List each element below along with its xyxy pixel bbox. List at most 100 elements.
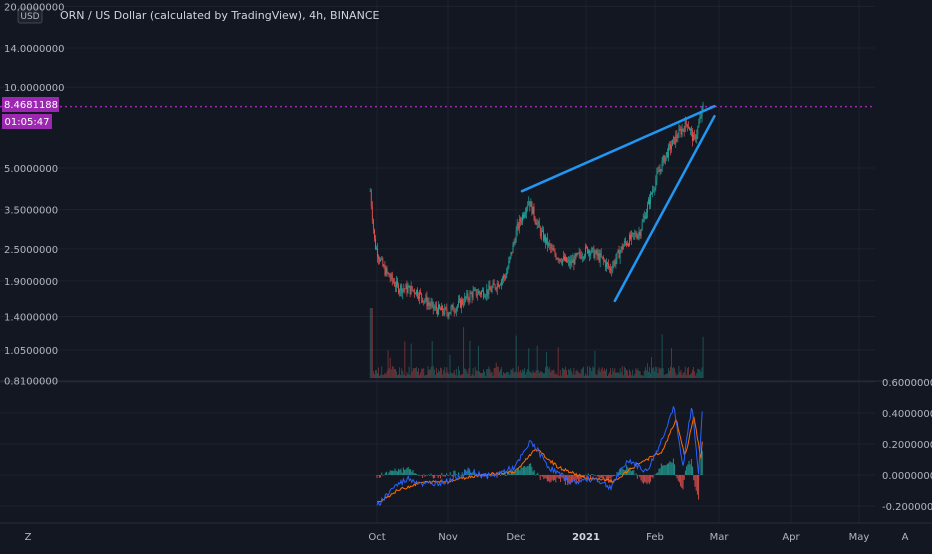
oscillator-bar [578, 475, 580, 482]
candle-body [485, 295, 487, 297]
candle-body [486, 289, 488, 296]
candle-body [472, 291, 474, 298]
oscillator-bar [662, 465, 664, 475]
candle-body [382, 258, 384, 266]
candle-body [398, 284, 399, 293]
volume-bar [429, 369, 431, 378]
volume-bar [418, 368, 419, 378]
candle-body [556, 258, 558, 260]
candle-body [386, 268, 388, 273]
oscillator-bar [638, 475, 640, 476]
candle-body [477, 291, 479, 295]
candle-body [531, 202, 533, 214]
volume-bar [399, 367, 401, 378]
candle-body [506, 272, 508, 278]
price-tick-label: 1.4000000 [4, 312, 58, 323]
trendline[interactable] [613, 114, 716, 303]
oscillator-bar [411, 471, 413, 475]
candle-body [552, 248, 554, 251]
candle-body [620, 246, 622, 252]
candle-body [519, 218, 521, 222]
price-axis[interactable]: 20.0000000 14.0000000 10.0000000 5.0000000 3… [4, 2, 64, 387]
oscillator-bar [648, 475, 650, 485]
candle-body [546, 237, 548, 244]
oscillator-bar [455, 474, 457, 475]
volume-bar [489, 369, 491, 378]
volume-bar [572, 374, 574, 378]
volume-bar [623, 366, 625, 378]
candle-body [431, 301, 433, 303]
volume-bar [384, 372, 386, 378]
volume-bar [558, 375, 560, 378]
volume-bar [375, 370, 376, 378]
oscillator-bar [401, 472, 403, 475]
candle-body [483, 290, 485, 298]
oscillator-bar [549, 475, 551, 483]
candle-body [582, 257, 584, 258]
candle-body [451, 304, 453, 308]
oscillator-bar [654, 474, 656, 475]
timezone-icon[interactable]: Z [25, 532, 32, 543]
candle-body [405, 284, 407, 289]
volume-bar [382, 374, 384, 378]
candle-body [664, 155, 666, 163]
volume-bar [378, 367, 380, 378]
volume-bar [567, 374, 569, 378]
volume-bar [564, 369, 565, 378]
oscillator-bar [605, 475, 607, 481]
candle-body [402, 288, 404, 294]
volume-bar [672, 368, 674, 378]
volume-bar [422, 368, 424, 378]
volume-bar [379, 375, 381, 378]
candle-body [683, 129, 685, 132]
oscillator-axis[interactable]: 0.6000000 0.4000000 0.2000000 0.0000000 -0.2… [882, 378, 932, 513]
trendlines[interactable] [520, 104, 716, 303]
candle-body [469, 293, 471, 301]
candle-body [539, 227, 541, 236]
oscillator-bar [651, 475, 653, 477]
currency-button[interactable]: USD [17, 7, 43, 24]
oscillator-bar [672, 458, 674, 475]
candle-body [428, 302, 430, 305]
volume-bar [687, 367, 689, 378]
oscillator-bar [381, 472, 383, 475]
candle-body [479, 291, 480, 293]
volume-bar [530, 371, 532, 378]
oscillator-bar [492, 475, 494, 476]
candle-body [500, 284, 501, 286]
volume-bar [417, 371, 418, 378]
volume-bar [592, 366, 594, 378]
auto-scale-icon[interactable]: A [902, 532, 909, 543]
volume-bar [443, 370, 445, 378]
oscillator-bar [386, 471, 388, 475]
volume-bar [594, 350, 596, 378]
volume-bar [642, 375, 644, 378]
candle-body [460, 299, 461, 308]
volume-bar [574, 374, 576, 378]
oscillator-bar [514, 470, 516, 475]
candle-body [504, 275, 506, 277]
volume-bar [411, 371, 413, 378]
trendline[interactable] [520, 104, 716, 193]
volume-bar [560, 375, 562, 378]
volume-bar [396, 371, 397, 378]
oscillator-bar [611, 475, 613, 477]
candle-body [374, 229, 375, 239]
volume-bar [665, 373, 667, 378]
candle-body [441, 306, 443, 311]
candle-body [542, 230, 543, 232]
volume-bar [452, 373, 454, 378]
volume-bar [518, 372, 520, 378]
oscillator-bar [528, 463, 530, 475]
volume-bar [385, 374, 387, 378]
volume-bar [524, 367, 525, 378]
oscillator-bar [513, 472, 515, 475]
oscillator-bar [431, 475, 433, 477]
oscillator-bar [650, 475, 652, 482]
time-axis[interactable]: Oct Nov Dec 2021 Feb Mar Apr May [368, 532, 869, 543]
volume-bar [569, 370, 571, 378]
volume-bar [568, 369, 570, 378]
oscillator-tick-label: 0.2000000 [882, 440, 932, 451]
